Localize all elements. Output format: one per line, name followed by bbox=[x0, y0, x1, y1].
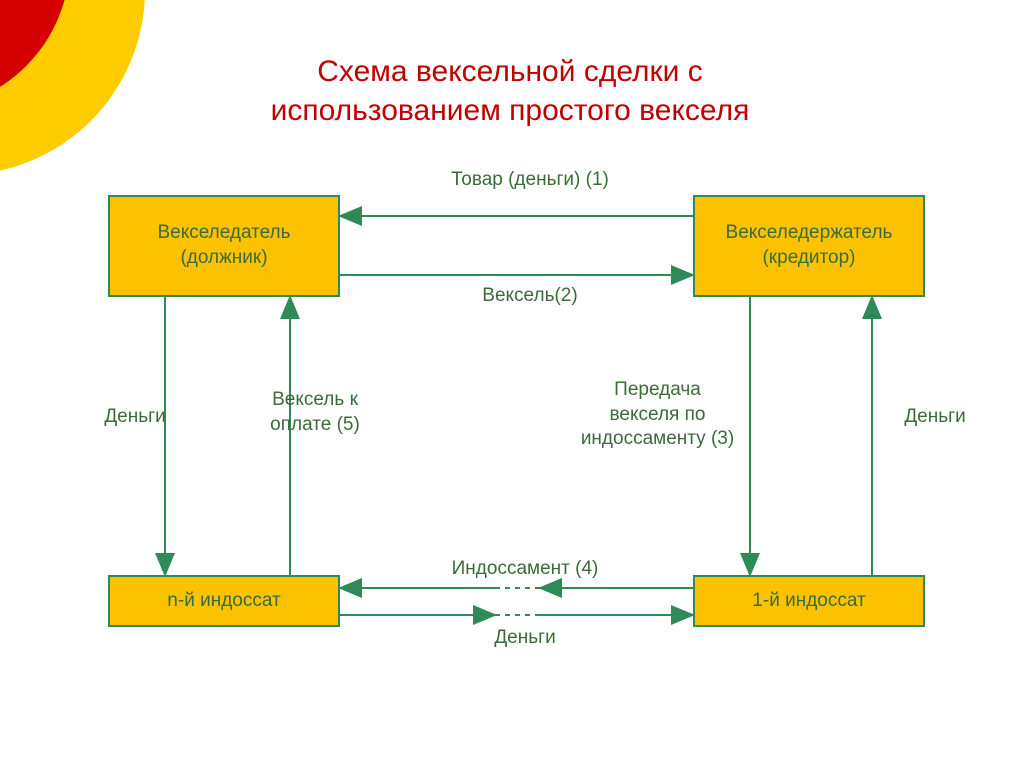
node-creditor-label: Векселедержатель(кредитор) bbox=[726, 221, 893, 270]
diagram-title: Схема вексельной сделки с использованием… bbox=[220, 52, 800, 130]
edge-label-3: Деньги bbox=[895, 405, 975, 430]
edge-label-2: Передачавекселя поиндоссаменту (3) bbox=[570, 378, 745, 452]
edge-label-7: Деньги bbox=[95, 405, 175, 430]
node-debtor-label: Векселедатель(должник) bbox=[157, 221, 290, 270]
edge-label-0: Товар (деньги) (1) bbox=[430, 168, 630, 193]
edge-label-5: Деньги bbox=[485, 626, 565, 651]
edge-label-4: Индоссамент (4) bbox=[440, 557, 610, 582]
node-creditor: Векселедержатель(кредитор) bbox=[693, 195, 925, 297]
edge-label-6: Вексель коплате (5) bbox=[250, 388, 380, 437]
edge-label-1: Вексель(2) bbox=[465, 284, 595, 309]
node-first-label: 1-й индоссат bbox=[752, 589, 865, 614]
node-debtor: Векселедатель(должник) bbox=[108, 195, 340, 297]
node-first: 1-й индоссат bbox=[693, 575, 925, 627]
node-nth: n-й индоссат bbox=[108, 575, 340, 627]
node-nth-label: n-й индоссат bbox=[167, 589, 280, 614]
